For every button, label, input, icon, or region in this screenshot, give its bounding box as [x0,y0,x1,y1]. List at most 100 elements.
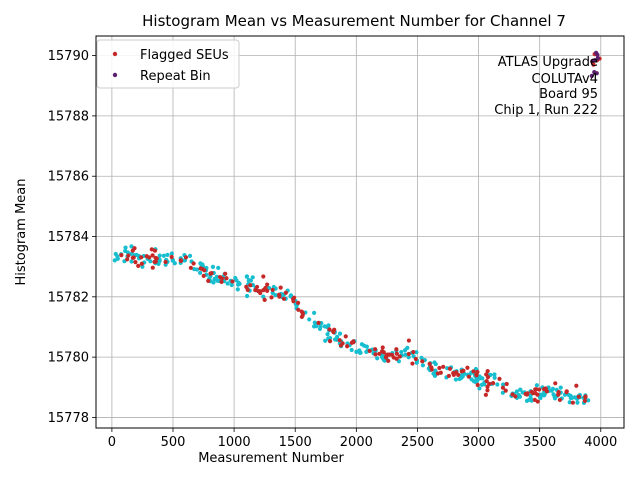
base-point [237,281,242,286]
flagged-seu-point [217,274,223,280]
flagged-seu-point [230,279,235,284]
base-point [165,252,170,257]
plot-frame [95,35,625,429]
flagged-seu-point [183,255,189,260]
legend: Flagged SEUs Repeat Bin [96,39,240,89]
flagged-seu-point [394,347,399,352]
flagged-seu-point [410,361,415,366]
base-point [542,393,547,398]
flagged-seu-point [262,297,267,302]
x-axis-label: Measurement Number [198,451,344,466]
base-point [567,400,572,405]
flagged-seu-point [327,327,332,332]
base-point [187,253,193,258]
flagged-seu-point [459,369,464,374]
flagged-seu-point [254,284,260,290]
base-point [244,274,250,279]
flagged-seu-point [150,265,155,270]
flagged-seu-point [219,279,224,285]
base-point [406,355,411,360]
flagged-seu-point [429,365,434,370]
flagged-seu-point [485,369,490,374]
flagged-seu-point [557,397,563,403]
x-tick-label: 4000 [584,435,617,450]
base-point [414,360,419,365]
base-point [250,275,255,280]
flagged-seu-point [441,364,446,369]
flagged-seu-point [258,290,263,296]
flagged-seu-point [169,254,174,260]
annotation: ATLAS Upgrade COLUTAv4 Board 95 Chip 1, … [494,55,598,118]
flagged-seu-point [188,265,193,270]
flagged-seu-point [427,361,432,367]
base-point [172,261,177,266]
base-point [492,375,497,380]
flagged-seu-point [139,255,144,260]
flagged-seu-point [564,389,569,394]
base-point [335,334,340,340]
flagged-seu-point [411,349,416,355]
base-point [414,350,419,355]
base-point [325,332,330,337]
flagged-seu-point [484,379,489,384]
base-point [337,331,343,336]
base-point [157,253,162,258]
legend-marker-repeat-bin [112,72,118,78]
flagged-seu-point [338,343,344,348]
flagged-seu-point [126,253,131,258]
annotation-line-3: Board 95 [539,87,598,102]
flagged-seu-point [485,388,490,393]
base-point [477,386,482,391]
flagged-seu-point [351,340,356,345]
flagged-seu-point [198,266,203,271]
flagged-seu-point [337,338,342,343]
base-point [113,251,118,257]
flagged-seu-point [223,271,228,276]
y-tick-label: 15780 [48,351,89,366]
flagged-seu-point [133,260,138,265]
legend-label-flagged-seus: Flagged SEUs [140,48,229,63]
base-point [432,360,437,365]
flagged-seu-point [291,299,296,304]
base-point [354,349,359,355]
flagged-seu-point [406,351,411,357]
base-point [129,244,134,249]
flagged-seu-point [383,355,389,360]
base-point [161,253,166,258]
flagged-seu-point [152,248,158,253]
base-point [568,393,573,398]
annotation-line-2: COLUTAv4 [532,72,598,87]
flagged-seu-point [532,397,537,403]
flagged-seu-point [534,387,539,392]
legend-label-repeat-bin: Repeat Bin [140,69,211,84]
base-point [112,258,117,263]
flagged-seu-point [248,283,253,288]
base-point [246,277,252,283]
flagged-seu-point [191,261,196,266]
legend-box [96,39,240,89]
flagged-seu-point [278,285,283,290]
x-tick-label: 3000 [462,435,495,450]
x-tick-label: 2000 [340,435,373,450]
repeat-bin-point [594,50,599,55]
flagged-seu-point [206,278,211,284]
flagged-seu-point [380,345,385,350]
repeat-bin-point [590,58,595,64]
base-point [399,349,404,355]
flagged-seu-point [265,288,270,294]
flagged-seu-point [503,388,508,393]
base-point [323,338,328,343]
base-point [419,355,424,360]
base-point [500,390,505,395]
base-point [550,386,555,391]
flagged-seu-point [132,246,137,251]
flagged-seu-point [544,389,550,394]
base-point [129,259,134,264]
flagged-seu-point [330,329,336,334]
y-tick-label: 15790 [48,49,89,64]
base-point [375,356,380,361]
x-tick-label: 2500 [401,435,434,450]
base-point [575,400,580,405]
flagged-seu-point [413,356,418,362]
flagged-seu-point [406,338,411,343]
